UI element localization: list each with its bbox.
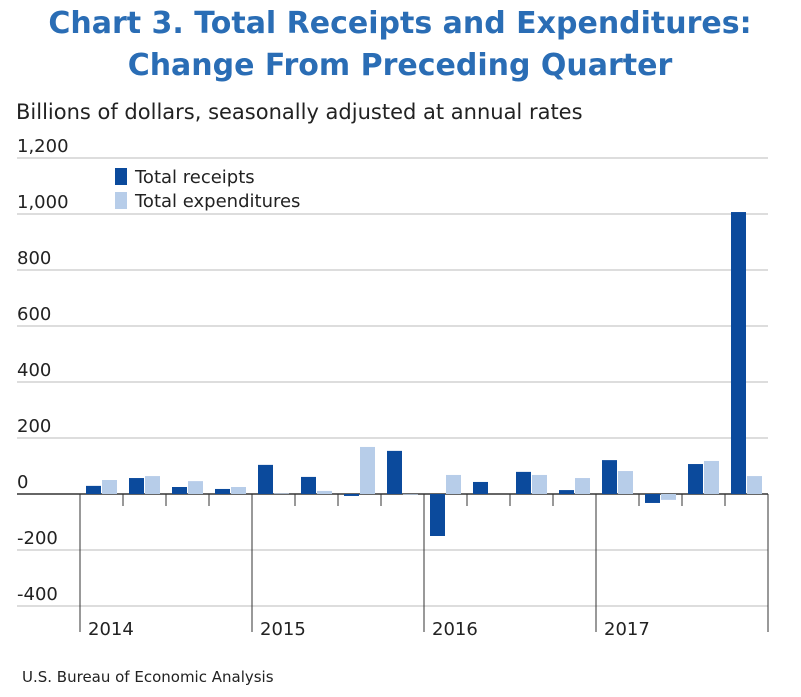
bar xyxy=(317,490,332,494)
bar xyxy=(602,460,617,494)
chart-subtitle: Billions of dollars, seasonally adjusted… xyxy=(16,100,583,124)
bar xyxy=(231,487,246,494)
legend-swatch xyxy=(115,192,127,209)
legend-swatch xyxy=(115,168,127,185)
bar xyxy=(145,476,160,494)
bar xyxy=(473,481,488,494)
legend-label: Total expenditures xyxy=(134,191,300,212)
y-tick-label: 600 xyxy=(17,304,51,325)
bar xyxy=(301,476,316,494)
bar xyxy=(661,494,676,500)
x-tick-label: 2014 xyxy=(88,619,134,640)
bar xyxy=(516,471,531,494)
chart-title: Chart 3. Total Receipts and Expenditures… xyxy=(48,6,751,41)
bar xyxy=(704,460,719,494)
x-tick-label: 2017 xyxy=(604,619,650,640)
bar xyxy=(532,474,547,494)
bar xyxy=(645,494,660,503)
legend-label: Total receipts xyxy=(134,167,255,188)
source-note: U.S. Bureau of Economic Analysis xyxy=(22,668,274,686)
bar xyxy=(575,478,590,494)
bar xyxy=(188,481,203,494)
bar xyxy=(618,471,633,494)
bar xyxy=(403,494,418,495)
chart-title: Change From Preceding Quarter xyxy=(128,48,673,83)
x-tick-label: 2015 xyxy=(260,619,306,640)
y-tick-label: 0 xyxy=(17,472,28,493)
bar xyxy=(446,474,461,494)
bar xyxy=(215,488,230,494)
bar xyxy=(559,490,574,494)
bar xyxy=(387,450,402,494)
y-tick-label: -400 xyxy=(17,584,58,605)
bar xyxy=(344,494,359,496)
y-tick-label: 200 xyxy=(17,416,51,437)
y-tick-label: -200 xyxy=(17,528,58,549)
bar xyxy=(86,485,101,494)
bar xyxy=(747,476,762,494)
bar xyxy=(430,494,445,536)
bar xyxy=(172,487,187,494)
bar xyxy=(688,464,703,494)
y-tick-label: 1,200 xyxy=(17,136,69,157)
x-tick-label: 2016 xyxy=(432,619,478,640)
bar xyxy=(102,480,117,494)
bar xyxy=(129,478,144,494)
bar xyxy=(360,446,375,494)
bar xyxy=(731,212,746,495)
bar xyxy=(274,493,289,494)
y-tick-label: 400 xyxy=(17,360,51,381)
bar xyxy=(258,464,273,494)
y-tick-label: 1,000 xyxy=(17,192,69,213)
y-tick-label: 800 xyxy=(17,248,51,269)
